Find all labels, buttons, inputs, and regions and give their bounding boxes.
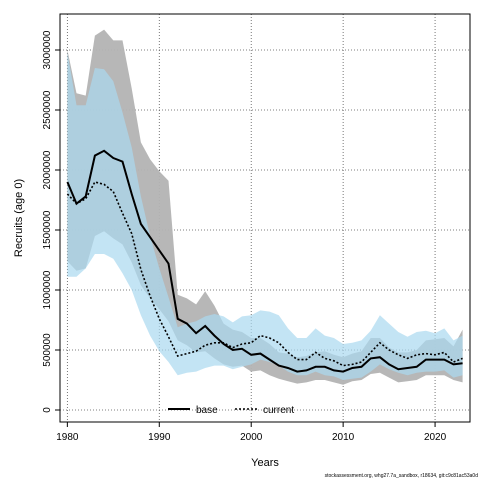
confidence-bands: [67, 29, 463, 385]
plot-frame: [59, 13, 471, 423]
x-tick-label: 1990: [148, 432, 171, 443]
legend-label-current: current: [263, 405, 294, 416]
x-axis-ticks: 1980 1990 2000 2010 2020: [56, 422, 447, 443]
y-axis-ticks: 0 500000 1000000 1500000 2000000 2500000 30000…: [42, 30, 60, 413]
legend: base current: [168, 405, 294, 416]
y-tick-label: 0: [42, 407, 53, 413]
current-confidence-band: [67, 52, 463, 381]
y-tick-label: 2500000: [42, 90, 53, 129]
x-axis-title: Years: [251, 457, 279, 469]
legend-label-base: base: [196, 405, 218, 416]
y-tick-label: 1500000: [42, 210, 53, 249]
x-tick-label: 2020: [424, 432, 447, 443]
x-tick-label: 2000: [240, 432, 263, 443]
footnote: stockassessment.org, whg27.7a_sandbox, r…: [324, 473, 478, 479]
y-tick-label: 3000000: [42, 30, 53, 69]
y-tick-label: 1000000: [42, 270, 53, 309]
y-axis-title: Recruits (age 0): [13, 179, 25, 257]
current-line: [66, 181, 463, 367]
series-lines: [66, 149, 463, 373]
x-tick-label: 1980: [56, 432, 79, 443]
base-line: [66, 149, 463, 373]
y-tick-label: 2000000: [42, 150, 53, 189]
y-tick-label: 500000: [42, 333, 53, 367]
x-tick-label: 2010: [332, 432, 355, 443]
